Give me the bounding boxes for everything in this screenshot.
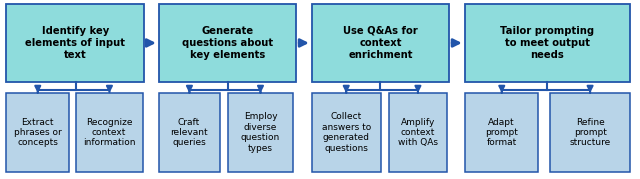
FancyBboxPatch shape — [550, 93, 630, 172]
FancyBboxPatch shape — [159, 93, 220, 172]
Text: Identify key
elements of input
text: Identify key elements of input text — [25, 26, 125, 60]
FancyBboxPatch shape — [159, 4, 296, 82]
FancyBboxPatch shape — [228, 93, 293, 172]
FancyBboxPatch shape — [312, 93, 381, 172]
FancyBboxPatch shape — [465, 4, 630, 82]
Text: Recognize
context
information: Recognize context information — [83, 118, 136, 147]
Text: Use Q&As for
context
enrichment: Use Q&As for context enrichment — [343, 26, 418, 60]
Text: Generate
questions about
key elements: Generate questions about key elements — [182, 26, 273, 60]
FancyBboxPatch shape — [76, 93, 143, 172]
FancyBboxPatch shape — [6, 4, 144, 82]
FancyBboxPatch shape — [312, 4, 449, 82]
FancyBboxPatch shape — [465, 93, 538, 172]
FancyBboxPatch shape — [6, 93, 69, 172]
Text: Employ
diverse
question
types: Employ diverse question types — [241, 112, 280, 153]
Text: Adapt
prompt
format: Adapt prompt format — [485, 118, 518, 147]
Text: Amplify
context
with QAs: Amplify context with QAs — [398, 118, 438, 147]
Text: Extract
phrases or
concepts: Extract phrases or concepts — [14, 118, 61, 147]
Text: Collect
answers to
generated
questions: Collect answers to generated questions — [322, 112, 371, 153]
Text: Tailor prompting
to meet output
needs: Tailor prompting to meet output needs — [500, 26, 595, 60]
Text: Craft
relevant
queries: Craft relevant queries — [170, 118, 208, 147]
FancyBboxPatch shape — [389, 93, 447, 172]
Text: Refine
prompt
structure: Refine prompt structure — [570, 118, 611, 147]
